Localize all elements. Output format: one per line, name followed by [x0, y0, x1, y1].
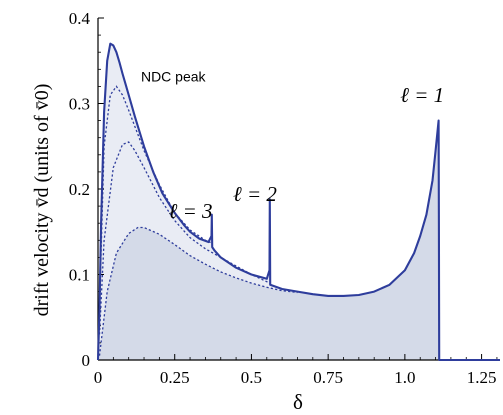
y-tick-label: 0: [82, 351, 91, 370]
x-tick-label: 1.25: [467, 368, 497, 387]
mode-label: ℓ = 1: [400, 83, 444, 107]
ndc-peak-label: NDC peak: [141, 68, 207, 84]
y-tick-label: 0.1: [69, 266, 90, 285]
solid-curve: [96, 42, 500, 362]
x-tick-label: 0.25: [160, 368, 190, 387]
y-axis-label: drift velocity v̄d (units of v̄0): [31, 84, 53, 317]
x-tick-label: 0.75: [313, 368, 343, 387]
annotations: NDC peak ℓ = 3 ℓ = 2 ℓ = 1: [141, 68, 444, 223]
x-axis-label: δ: [293, 390, 303, 414]
y-tick-label: 0.2: [69, 180, 90, 199]
dotted-curve-1: [98, 85, 212, 309]
y-tick-label: 0.3: [69, 95, 90, 114]
area-fill-lower: [99, 120, 500, 360]
dotted-curve-3: [98, 226, 298, 356]
x-tick-label: 0: [94, 368, 103, 387]
area-fills: [98, 43, 500, 360]
tick-labels: 0 0.25 0.5 0.75 1.0 1.25 0 0.1 0.2 0.3 0.4: [69, 9, 497, 387]
solid-curve-group: [96, 42, 500, 362]
mode-label: ℓ = 3: [169, 199, 213, 223]
x-tick-label: 0.5: [241, 368, 262, 387]
x-tick-label: 1.0: [394, 368, 415, 387]
mode-label: ℓ = 2: [233, 182, 277, 206]
y-tick-label: 0.4: [69, 9, 91, 28]
